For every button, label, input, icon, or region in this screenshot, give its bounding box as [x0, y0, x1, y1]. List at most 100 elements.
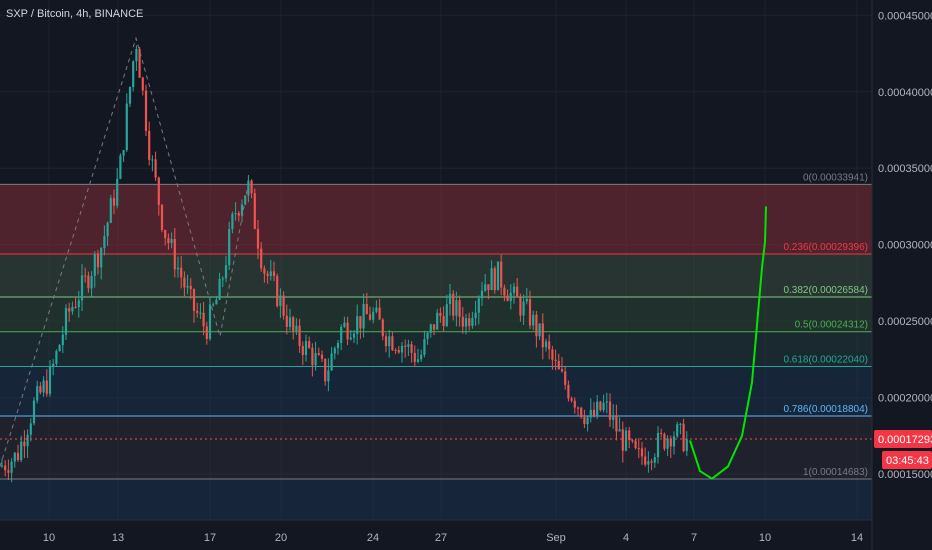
candle-body: [624, 430, 628, 451]
candle-body: [26, 434, 29, 447]
candle-body: [234, 213, 237, 215]
candle-body: [637, 448, 640, 450]
candle-body: [42, 380, 45, 393]
candle-body: [61, 334, 64, 346]
candle-body: [516, 286, 519, 298]
candle-body: [327, 370, 330, 382]
annotations[interactable]: [0, 36, 872, 480]
candle-body: [679, 423, 682, 425]
candle-body: [368, 314, 372, 320]
candle-body: [356, 316, 359, 334]
candle-body: [292, 317, 295, 331]
fib-zone-0.786: [0, 415, 872, 479]
candle-body: [192, 289, 196, 311]
x-tick-label: 24: [367, 532, 379, 544]
candle-body: [384, 336, 388, 347]
candle-body: [605, 401, 608, 403]
candle-body: [77, 300, 80, 308]
candle-body: [538, 323, 541, 337]
candle-body: [535, 314, 538, 337]
candle-body: [180, 267, 183, 278]
candle-body: [228, 229, 231, 266]
candle-body: [196, 310, 199, 313]
candle-body: [490, 268, 493, 291]
candle-body: [532, 314, 535, 326]
candle-body: [208, 304, 212, 339]
candle-body: [685, 439, 688, 451]
candle-body: [416, 359, 420, 362]
candle-body: [676, 424, 679, 437]
candle-body: [464, 318, 468, 327]
candle-body: [522, 301, 525, 316]
candle-body: [631, 440, 634, 442]
candle-body: [224, 265, 228, 279]
candle-body: [176, 267, 180, 270]
candle-body: [372, 311, 375, 320]
candle-body: [391, 336, 394, 351]
projection-curve[interactable]: [689, 206, 767, 480]
fibonacci-retracement[interactable]: 0(0.00033941) 0.236(0.00029396) 0.382(0.00…: [0, 172, 872, 520]
candle-body: [650, 461, 653, 463]
candle-body: [84, 275, 87, 277]
zigzag-line[interactable]: [0, 36, 249, 467]
candle-body: [231, 213, 234, 230]
candle-body: [458, 300, 461, 317]
candle-body: [282, 295, 285, 316]
candle-body: [541, 323, 544, 348]
candle-body: [567, 384, 570, 399]
x-tick-label: 10: [759, 532, 771, 544]
candle-body: [247, 180, 250, 196]
candle-body: [39, 386, 42, 393]
x-tick-label: 10: [43, 532, 55, 544]
candle-body: [138, 48, 141, 78]
candle-body: [612, 415, 615, 420]
candle-body: [407, 344, 410, 347]
candle-body: [74, 306, 77, 308]
candle-body: [519, 297, 522, 316]
candle-body: [71, 306, 74, 312]
candle-body: [429, 324, 432, 333]
candle-body: [324, 358, 327, 382]
candle-body: [170, 238, 173, 244]
candle-body: [96, 254, 100, 268]
fib-label-0.382: 0.382(0.00026584): [783, 285, 868, 296]
candle-body: [68, 308, 71, 312]
current-price-label: 0.00017293: [878, 434, 932, 446]
candle-body: [599, 401, 602, 411]
fib-zone-0.382: [0, 296, 872, 332]
candle-body: [215, 299, 218, 305]
candle-body: [557, 360, 560, 370]
candle-body: [628, 430, 631, 441]
candle-body: [240, 204, 244, 216]
candle-body: [448, 293, 452, 305]
candle-body: [618, 429, 621, 432]
y-tick-label: 0.00025000: [878, 316, 932, 328]
candle-body: [551, 349, 554, 360]
candle-body: [477, 298, 480, 313]
candle-body: [359, 316, 362, 329]
candle-body: [10, 461, 13, 473]
candle-body: [506, 295, 509, 301]
candle-body: [442, 316, 445, 327]
candle-body: [285, 315, 288, 327]
candle-body: [413, 352, 416, 362]
candle-body: [512, 286, 516, 293]
fib-label-0: 0(0.00033941): [803, 172, 868, 183]
candle-body: [621, 429, 624, 451]
candle-body: [202, 312, 205, 327]
fib-zone-0.5: [0, 331, 872, 367]
candle-body: [55, 351, 58, 364]
candle-body: [436, 312, 439, 330]
candle-body: [580, 407, 583, 417]
candle-body: [404, 345, 407, 347]
candle-body: [36, 386, 39, 401]
candle-body: [141, 77, 144, 91]
candle-body: [93, 254, 96, 276]
candle-body: [212, 304, 215, 306]
candle-body: [461, 316, 464, 327]
candle-body: [420, 354, 423, 360]
candle-body: [205, 326, 208, 339]
